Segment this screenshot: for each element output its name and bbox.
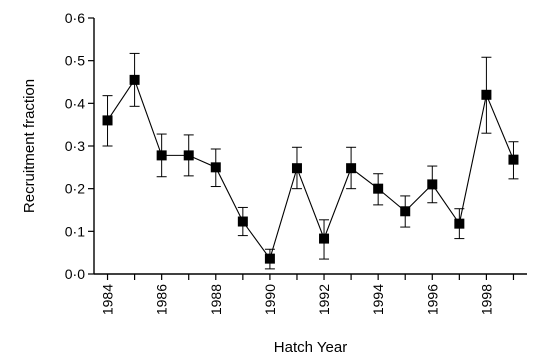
y-ticks: 0·0 0·1 0·2 0·3 0·4 0·5 0·6 bbox=[65, 10, 94, 282]
data-point bbox=[210, 162, 221, 173]
data-markers bbox=[102, 74, 519, 264]
data-point bbox=[508, 154, 519, 165]
x-tick-label: 1988 bbox=[208, 284, 224, 315]
data-point bbox=[129, 74, 140, 85]
axes bbox=[93, 18, 527, 275]
y-tick-label: 0·5 bbox=[65, 53, 85, 69]
data-point bbox=[102, 115, 113, 126]
series-line bbox=[107, 78, 514, 260]
data-point bbox=[400, 206, 411, 217]
y-tick-label: 0·1 bbox=[65, 223, 85, 239]
data-point bbox=[264, 253, 275, 264]
data-point bbox=[291, 163, 302, 174]
x-tick-label: 1998 bbox=[478, 284, 494, 315]
error-bars bbox=[102, 52, 519, 270]
data-point bbox=[427, 179, 438, 190]
y-tick-label: 0·3 bbox=[65, 138, 85, 154]
data-point bbox=[183, 150, 194, 161]
x-tick-label: 1990 bbox=[262, 284, 278, 315]
x-tick-label: 1984 bbox=[100, 284, 116, 315]
x-tick-label: 1992 bbox=[316, 284, 332, 315]
y-tick-label: 0·4 bbox=[65, 95, 85, 111]
data-point bbox=[346, 163, 357, 174]
y-axis-title: Recruitment fraction bbox=[21, 79, 38, 213]
y-tick-label: 0·0 bbox=[65, 266, 85, 282]
x-axis-title: Hatch Year bbox=[274, 339, 347, 356]
data-point bbox=[237, 216, 248, 227]
x-ticks: 1984 1986 1988 1990 1992 1994 1996 1998 bbox=[100, 274, 515, 315]
y-tick-label: 0·6 bbox=[65, 10, 85, 26]
data-point bbox=[481, 89, 492, 100]
data-point bbox=[156, 150, 167, 161]
y-tick-label: 0·2 bbox=[65, 181, 85, 197]
data-point bbox=[319, 233, 330, 244]
data-point bbox=[454, 218, 465, 229]
data-point bbox=[373, 183, 384, 194]
x-tick-label: 1996 bbox=[424, 284, 440, 315]
x-tick-label: 1994 bbox=[370, 284, 386, 315]
x-tick-label: 1986 bbox=[154, 284, 170, 315]
